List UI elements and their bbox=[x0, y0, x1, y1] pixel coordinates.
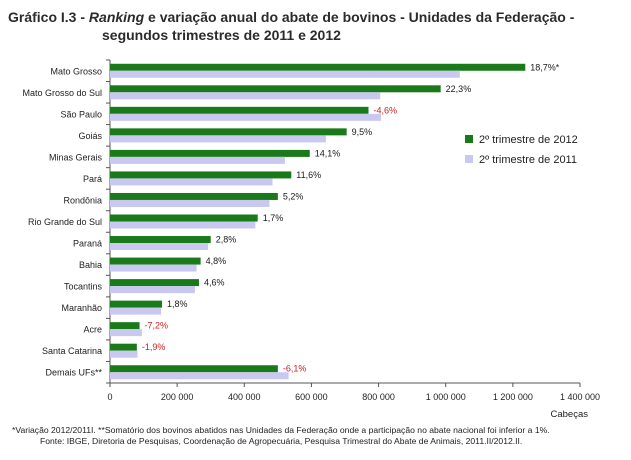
category-label: Minas Gerais bbox=[49, 152, 103, 162]
data-label: 5,2% bbox=[283, 191, 304, 201]
data-label: 18,7%* bbox=[530, 62, 560, 72]
x-tick-label: 800 000 bbox=[362, 392, 395, 402]
x-tick-label: 1 200 000 bbox=[493, 392, 533, 402]
category-label: Santa Catarina bbox=[42, 346, 102, 356]
bar-2011 bbox=[110, 135, 326, 143]
category-label: Demais UFs** bbox=[45, 368, 102, 378]
category-label: Rio Grande do Sul bbox=[28, 217, 102, 227]
chart-title-line-2: segundos trimestres de 2011 e 2012 bbox=[102, 27, 341, 43]
data-label: 9,5% bbox=[352, 127, 373, 137]
bar-2012 bbox=[110, 192, 278, 200]
bar-2012 bbox=[110, 257, 201, 265]
data-label: -7,2% bbox=[145, 321, 169, 331]
bar-2012 bbox=[110, 106, 369, 114]
bar-2012 bbox=[110, 149, 310, 157]
legend-label-2011: 2º trimestre de 2011 bbox=[479, 154, 577, 166]
bar-2012 bbox=[110, 171, 292, 179]
category-label: Acre bbox=[83, 325, 102, 335]
bar-2011 bbox=[110, 221, 256, 229]
bar-2012 bbox=[110, 128, 347, 136]
bar-2012 bbox=[110, 322, 140, 330]
data-label: 4,8% bbox=[206, 256, 227, 266]
bar-2012 bbox=[110, 236, 211, 244]
title-separator: - bbox=[76, 9, 89, 25]
data-label: 2,8% bbox=[216, 235, 237, 245]
category-label: Mato Grosso do Sul bbox=[22, 88, 102, 98]
x-tick-label: 1 000 000 bbox=[426, 392, 466, 402]
footnote-source: Fonte: IBGE, Diretoria de Pesquisas, Coo… bbox=[40, 436, 523, 446]
x-tick-label: 400 000 bbox=[228, 392, 261, 402]
bar-2011 bbox=[110, 307, 162, 315]
x-tick-label: 200 000 bbox=[161, 392, 194, 402]
bar-2012 bbox=[110, 214, 258, 222]
bar-chart: 0 200 000 400 000 600 000 800 000 1 000 000 1 … bbox=[22, 59, 600, 420]
data-label: -1,9% bbox=[142, 342, 166, 352]
title-italic-word: Ranking bbox=[88, 9, 145, 25]
category-label: São Paulo bbox=[60, 109, 102, 119]
title-prefix: Gráfico I.3 bbox=[8, 9, 77, 25]
category-label: Bahia bbox=[79, 260, 102, 270]
bar-2011 bbox=[110, 156, 285, 164]
x-axis-title: Cabeças bbox=[551, 409, 589, 420]
x-tick-label: 1 400 000 bbox=[560, 392, 600, 402]
bar-2011 bbox=[110, 372, 289, 380]
bar-2011 bbox=[110, 286, 195, 294]
bar-2011 bbox=[110, 113, 381, 121]
footnote-line-1: *Variação 2012/2011I. **Somatório dos bo… bbox=[12, 425, 550, 435]
category-label: Rondônia bbox=[63, 195, 102, 205]
category-label: Tocantins bbox=[64, 282, 103, 292]
footnote: *Variação 2012/2011I. **Somatório dos bo… bbox=[12, 425, 624, 447]
bar-2011 bbox=[110, 70, 460, 78]
bar-2011 bbox=[110, 243, 209, 251]
data-label: 11,6% bbox=[296, 170, 321, 180]
category-label: Maranhão bbox=[61, 303, 102, 313]
category-label: Paraná bbox=[73, 239, 102, 249]
category-label: Mato Grosso bbox=[50, 66, 102, 76]
bar-2012 bbox=[110, 279, 199, 287]
data-label: 14,1% bbox=[315, 148, 341, 158]
data-label: 22,3% bbox=[446, 84, 472, 94]
bar-2011 bbox=[110, 264, 197, 272]
bar-2012 bbox=[110, 365, 278, 373]
bar-2011 bbox=[110, 350, 138, 358]
x-tick-label: 0 bbox=[107, 392, 112, 402]
legend-swatch-2011 bbox=[465, 155, 473, 163]
bar-2011 bbox=[110, 329, 142, 337]
data-label: 1,7% bbox=[263, 213, 284, 223]
bar-2012 bbox=[110, 300, 163, 308]
title-rest: e variação anual do abate de bovinos - U… bbox=[144, 9, 575, 25]
x-tick-label: 600 000 bbox=[295, 392, 328, 402]
chart-title: Gráfico I.3 - Ranking e variação anual d… bbox=[8, 8, 623, 44]
chart-title-line-1: Gráfico I.3 - Ranking e variação anual d… bbox=[8, 8, 623, 26]
category-label: Pará bbox=[83, 174, 102, 184]
legend-label-2012: 2º trimestre de 2012 bbox=[479, 134, 578, 146]
legend-swatch-2012 bbox=[465, 135, 473, 143]
data-label: 4,6% bbox=[204, 278, 225, 288]
data-label: -6,1% bbox=[283, 364, 307, 374]
bar-2012 bbox=[110, 343, 137, 351]
category-label: Goiás bbox=[78, 131, 102, 141]
data-label: 1,8% bbox=[167, 299, 188, 309]
data-label: -4,6% bbox=[374, 105, 398, 115]
bar-2012 bbox=[110, 63, 526, 71]
bar-2012 bbox=[110, 85, 441, 93]
bar-2011 bbox=[110, 199, 270, 207]
bar-2011 bbox=[110, 92, 381, 100]
bar-2011 bbox=[110, 178, 273, 186]
